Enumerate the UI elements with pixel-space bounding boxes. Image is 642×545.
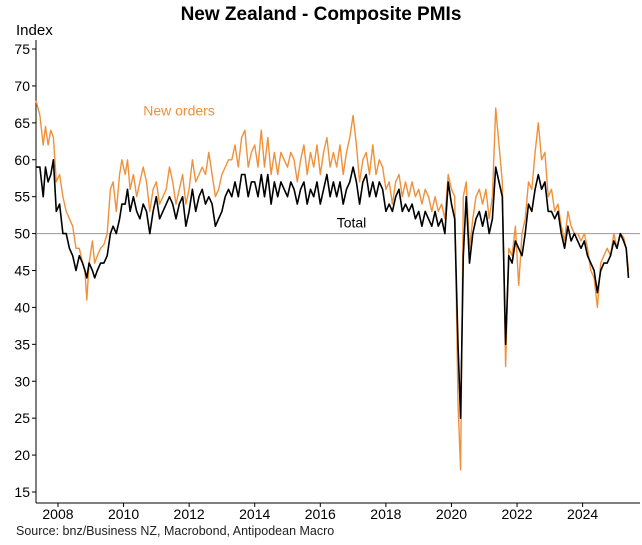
y-tick-label: 40 xyxy=(14,299,30,315)
x-tick-label: 2008 xyxy=(42,506,73,522)
x-tick-label: 2022 xyxy=(501,506,532,522)
y-tick-label: 35 xyxy=(14,336,30,352)
y-tick-label: 20 xyxy=(14,447,30,463)
new-orders-series-label: New orders xyxy=(143,102,215,118)
x-tick-label: 2020 xyxy=(436,506,467,522)
x-tick-label: 2018 xyxy=(370,506,401,522)
y-tick-label: 65 xyxy=(14,115,30,131)
x-tick-label: 2016 xyxy=(305,506,336,522)
y-tick-label: 75 xyxy=(14,41,30,57)
x-tick-label: 2012 xyxy=(174,506,205,522)
y-tick-label: 50 xyxy=(14,226,30,242)
total-series-label: Total xyxy=(337,215,367,231)
y-axis-unit-label: Index xyxy=(16,22,53,39)
y-tick-label: 70 xyxy=(14,78,30,94)
x-tick-label: 2010 xyxy=(108,506,139,522)
y-tick-label: 55 xyxy=(14,189,30,205)
y-tick-label: 60 xyxy=(14,152,30,168)
total-series-line xyxy=(36,159,630,419)
y-tick-label: 30 xyxy=(14,373,30,389)
source-note: Source: bnz/Business NZ, Macrobond, Anti… xyxy=(16,524,335,538)
y-tick-label: 15 xyxy=(14,484,30,500)
x-tick-label: 2014 xyxy=(239,506,270,522)
y-tick-label: 45 xyxy=(14,263,30,279)
x-tick-label: 2024 xyxy=(567,506,598,522)
chart-title: New Zealand - Composite PMIs xyxy=(180,4,462,25)
new-orders-series-line xyxy=(35,100,630,471)
y-tick-label: 25 xyxy=(14,410,30,426)
